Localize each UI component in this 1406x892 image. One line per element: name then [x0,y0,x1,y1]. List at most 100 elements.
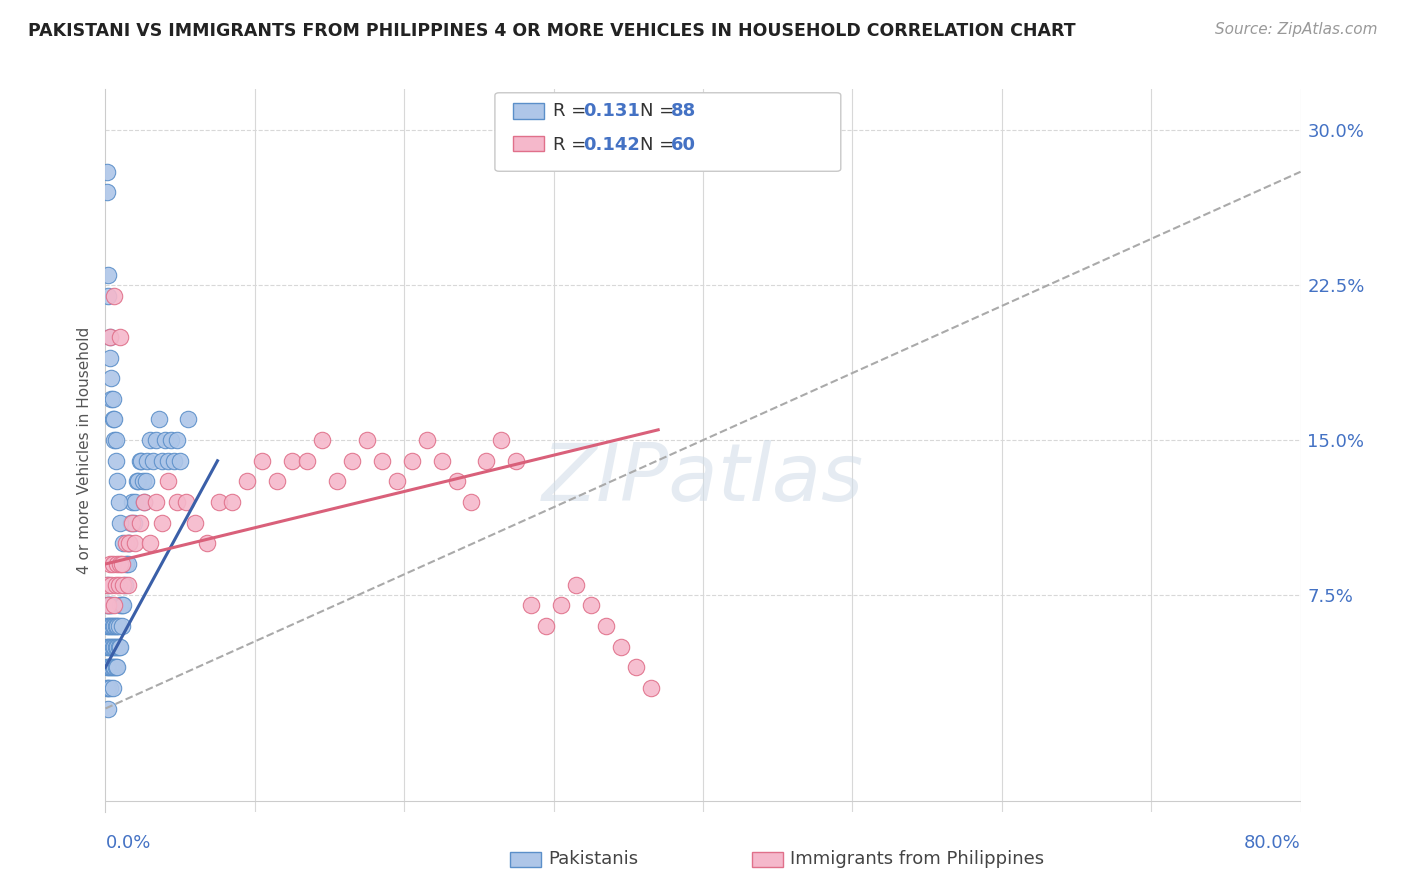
Point [98,619,121,633]
Point [340,454,363,468]
Point [371,454,394,468]
Point [150,516,173,530]
Point [100,599,122,613]
Text: PAKISTANI VS IMMIGRANTS FROM PHILIPPINES 4 OR MORE VEHICLES IN HOUSEHOLD CORRELA: PAKISTANI VS IMMIGRANTS FROM PHILIPPINES… [28,22,1076,40]
Point [135,475,157,489]
Point [139,536,162,550]
Point [640,681,662,695]
Point [112,577,135,591]
Point [184,516,207,530]
Point [96,186,118,200]
Point [120,516,142,530]
Text: Pakistanis: Pakistanis [548,850,638,868]
Text: 88: 88 [671,103,696,120]
Point [98,599,121,613]
Point [311,433,333,447]
Point [136,454,159,468]
Text: 0.131: 0.131 [583,103,640,120]
Point [118,536,141,550]
Point [111,619,134,633]
Point [281,454,304,468]
Point [221,495,243,509]
Point [96,577,118,591]
Point [112,599,135,613]
Point [107,660,129,674]
Point [401,454,423,468]
Point [103,412,125,426]
Point [98,681,121,695]
Text: ZIPatlas: ZIPatlas [541,441,865,518]
Point [114,577,136,591]
Point [103,619,125,633]
Point [100,640,122,654]
Point [100,577,122,591]
Point [129,454,153,468]
Point [145,495,167,509]
Point [97,681,120,695]
Point [96,599,118,613]
Point [565,577,588,591]
Point [98,351,121,365]
Point [326,475,349,489]
Point [430,454,453,468]
Point [125,475,148,489]
Point [356,433,378,447]
Point [132,475,155,489]
Point [98,660,121,674]
Point [460,495,482,509]
Point [139,433,162,447]
Point [610,640,633,654]
Y-axis label: 4 or more Vehicles in Household: 4 or more Vehicles in Household [77,326,93,574]
Point [446,475,468,489]
Point [103,599,125,613]
Point [104,433,127,447]
Point [550,599,572,613]
Point [160,433,183,447]
Point [236,475,259,489]
Point [107,557,129,571]
Point [96,640,118,654]
Point [104,619,127,633]
Text: 0.142: 0.142 [583,136,640,153]
Point [98,640,121,654]
Point [128,454,150,468]
Point [208,495,231,509]
Point [166,495,188,509]
Point [169,454,191,468]
Text: N =: N = [640,103,679,120]
Point [100,619,122,633]
Point [115,536,138,550]
Point [117,536,139,550]
Point [97,288,120,302]
Point [97,577,120,591]
Point [100,371,122,385]
Point [252,454,274,468]
Point [134,495,156,509]
Point [118,536,141,550]
Point [103,288,125,302]
Point [96,165,118,179]
Point [163,454,186,468]
Point [108,619,131,633]
Point [100,660,122,674]
Point [624,660,647,674]
Point [104,454,127,468]
Point [101,660,124,674]
Point [134,495,156,509]
Point [155,433,177,447]
Point [127,475,149,489]
Point [107,619,129,633]
Text: R =: R = [553,103,592,120]
Point [97,660,120,674]
Text: Source: ZipAtlas.com: Source: ZipAtlas.com [1215,22,1378,37]
Point [176,412,198,426]
Text: N =: N = [640,136,679,153]
Point [98,330,121,344]
Point [475,454,498,468]
Point [97,599,120,613]
Point [166,433,188,447]
Point [108,577,131,591]
Point [111,599,134,613]
Point [121,495,143,509]
Point [107,640,129,654]
